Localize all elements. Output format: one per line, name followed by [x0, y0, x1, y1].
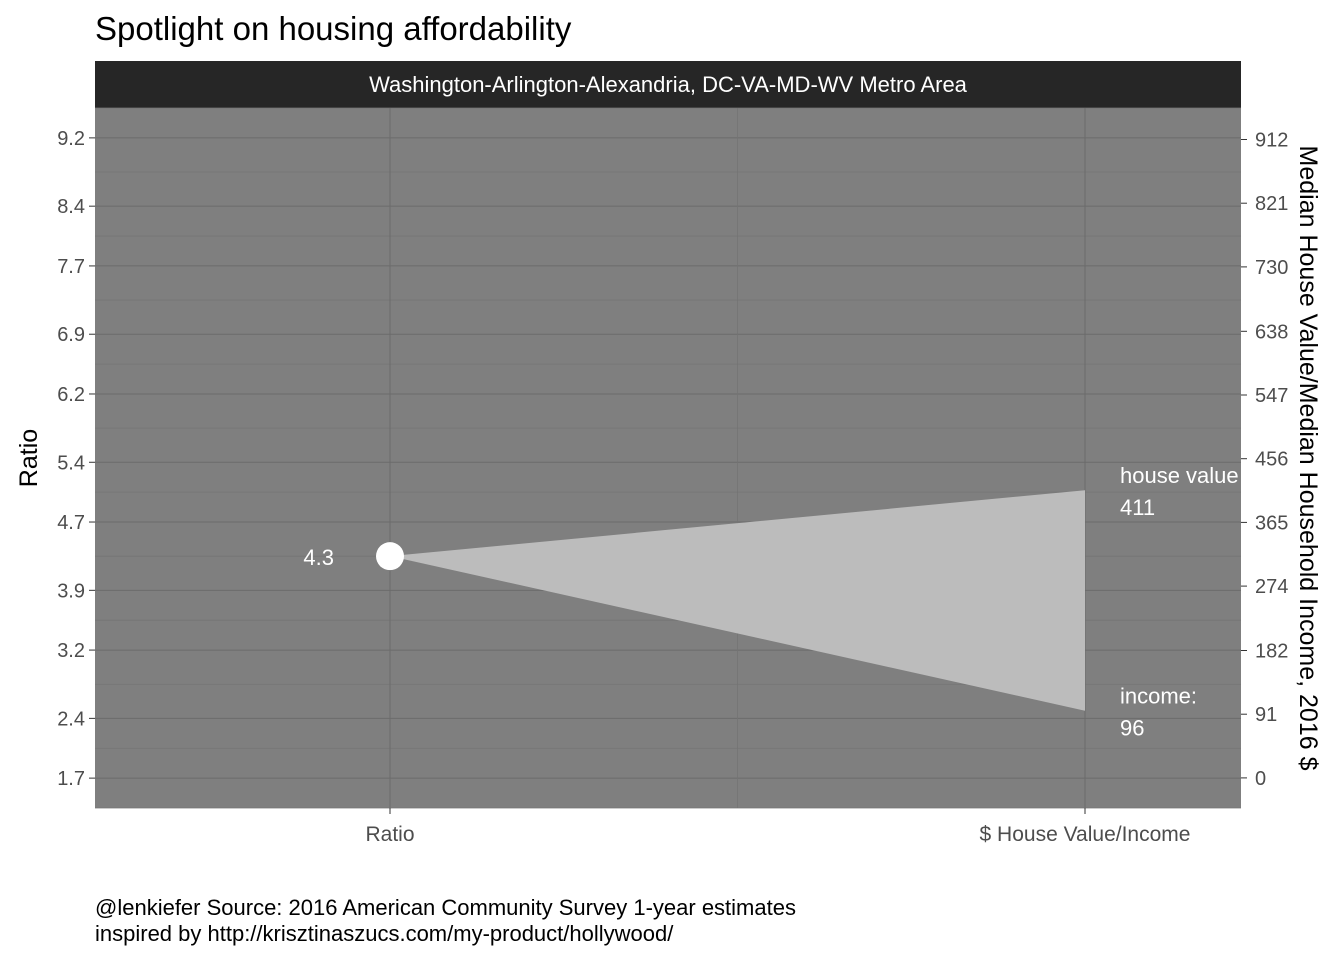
left-tick-label: 4.7	[57, 512, 85, 534]
left-tick-label: 6.9	[57, 324, 85, 346]
right-tick-label: 0	[1255, 768, 1266, 790]
facet-label: Washington-Arlington-Alexandria, DC-VA-M…	[369, 71, 967, 97]
right-tick-label: 547	[1255, 385, 1288, 407]
right-axis-title: Median House Value/Median Household Inco…	[1294, 146, 1322, 771]
right-axis: 0 91 182 274 365 456 547 638 730 821 912	[1241, 130, 1288, 790]
income-number: 96	[1120, 716, 1144, 741]
caption-line-2: inspired by http://krisztinaszucs.com/my…	[95, 921, 674, 946]
caption: @lenkiefer Source: 2016 American Communi…	[95, 895, 796, 947]
right-tick-label: 456	[1255, 449, 1288, 471]
left-tick-label: 5.4	[57, 452, 85, 474]
right-tick-label: 91	[1255, 704, 1277, 726]
right-tick-label: 912	[1255, 130, 1288, 152]
ratio-value-label: 4.3	[303, 545, 334, 570]
house-value-number: 411	[1120, 495, 1155, 520]
house-value-label: house value	[1120, 463, 1239, 488]
right-tick-label: 821	[1255, 193, 1288, 215]
left-tick-label: 3.9	[57, 580, 85, 602]
x-axis: Ratio $ House Value/Income	[365, 808, 1190, 846]
x-tick-label: $ House Value/Income	[980, 823, 1191, 846]
right-tick-label: 730	[1255, 257, 1288, 279]
chart-title: Spotlight on housing affordability	[95, 10, 572, 47]
ratio-point	[376, 542, 404, 571]
income-label: income:	[1120, 684, 1197, 709]
left-axis: 1.7 2.4 3.2 3.9 4.7 5.4 6.2 6.9 7.7 8.4 9.2	[57, 128, 95, 790]
gridlines	[95, 107, 1241, 809]
right-tick-label: 638	[1255, 321, 1288, 343]
right-tick-label: 182	[1255, 641, 1288, 663]
left-axis-title: Ratio	[15, 429, 43, 487]
left-tick-label: 1.7	[57, 768, 85, 790]
caption-line-1: @lenkiefer Source: 2016 American Communi…	[95, 895, 796, 920]
plot-panel	[95, 108, 1241, 808]
x-tick-label: Ratio	[365, 823, 414, 846]
left-tick-label: 8.4	[57, 196, 85, 218]
left-tick-label: 3.2	[57, 640, 85, 662]
right-tick-label: 365	[1255, 512, 1288, 534]
left-tick-label: 6.2	[57, 384, 85, 406]
affordability-wedge	[390, 490, 1085, 711]
left-tick-label: 9.2	[57, 128, 85, 150]
facet-strip: Washington-Arlington-Alexandria, DC-VA-M…	[95, 61, 1241, 108]
left-tick-label: 2.4	[57, 708, 85, 730]
left-tick-label: 7.7	[57, 256, 85, 278]
right-tick-label: 274	[1255, 576, 1288, 598]
